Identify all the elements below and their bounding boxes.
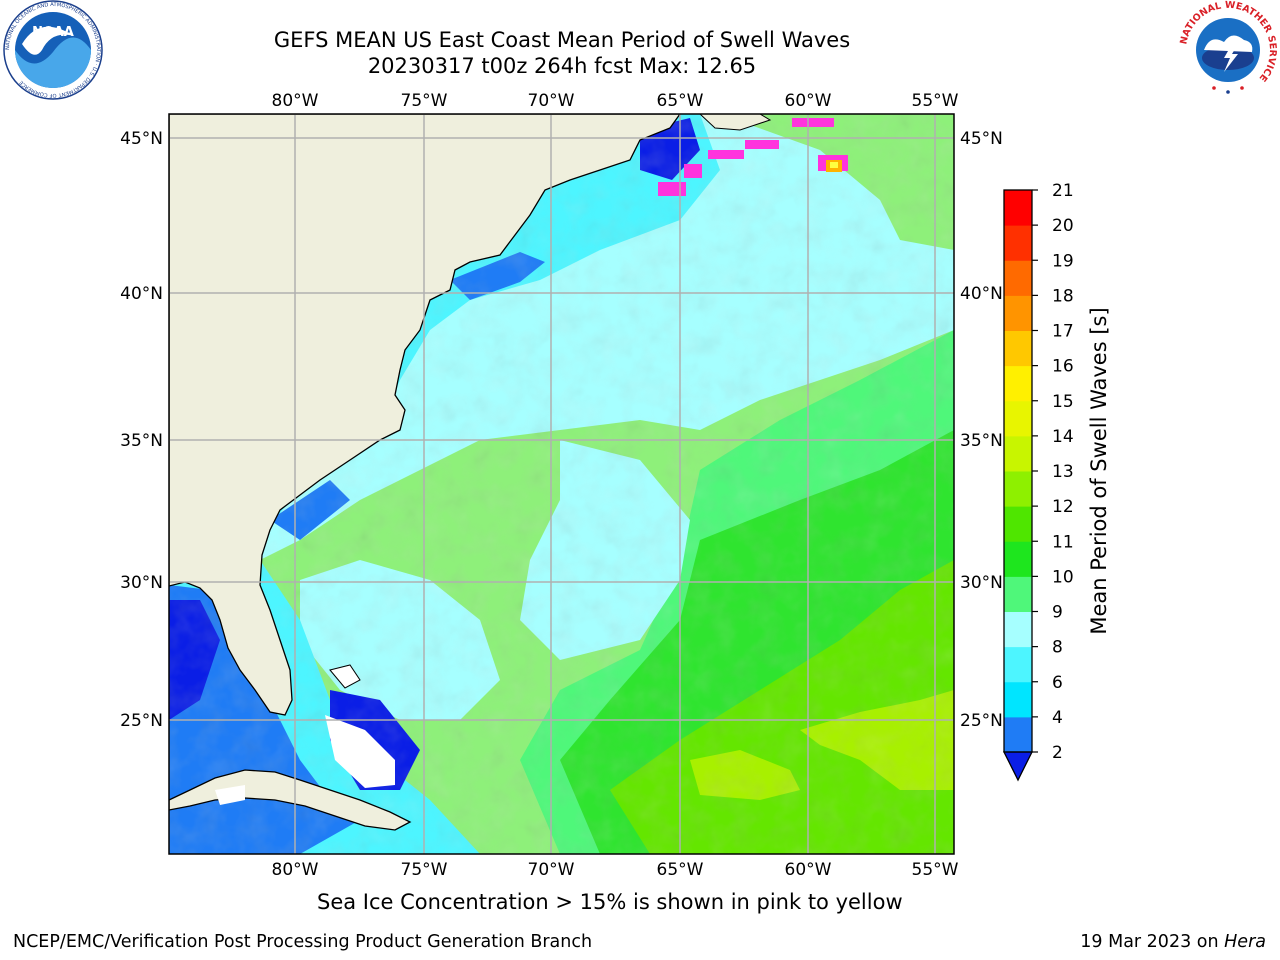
lat-tick-right: 35°N xyxy=(960,431,1003,451)
land-north-america xyxy=(169,114,681,716)
colorbar-tick-label: 20 xyxy=(1052,216,1074,236)
footer-host: Hera xyxy=(1224,932,1266,952)
lat-tick-left: 40°N xyxy=(120,284,163,304)
colorbar-segment xyxy=(1004,365,1032,402)
colorbar-segment xyxy=(1004,190,1032,226)
colorbar-tick-label: 21 xyxy=(1052,181,1074,201)
field-missing-bahamas xyxy=(325,715,395,788)
land-nova-scotia xyxy=(699,114,772,131)
colorbar-tick-label: 18 xyxy=(1052,286,1074,306)
colorbar-tick-label: 15 xyxy=(1052,392,1074,412)
lon-tick-top: 65°W xyxy=(657,91,704,111)
colorbar-tick-label: 10 xyxy=(1052,567,1074,587)
map-frame xyxy=(168,113,955,855)
colorbar-tick-label: 13 xyxy=(1052,462,1074,482)
colorbar-segment xyxy=(1004,646,1032,683)
sea-ice-note: Sea Ice Concentration > 15% is shown in … xyxy=(317,890,903,914)
colorbar-segment xyxy=(1004,681,1032,718)
graticule xyxy=(169,114,954,854)
lat-tick-left: 30°N xyxy=(120,573,163,593)
colorbar-tick-label: 2 xyxy=(1052,743,1063,763)
colorbar-tick-label: 12 xyxy=(1052,497,1074,517)
colorbar-segment xyxy=(1004,541,1032,577)
lat-tick-right: 40°N xyxy=(960,284,1003,304)
lon-tick-bottom: 75°W xyxy=(401,860,448,880)
plot-subtitle: 20230317 t00z 264h fcst Max: 12.65 xyxy=(367,54,757,78)
colorbar-segment xyxy=(1004,506,1032,542)
noaa-logo-text: NOAA xyxy=(32,25,74,40)
lon-tick-bottom: 60°W xyxy=(785,860,832,880)
colorbar-tick-label: 16 xyxy=(1052,357,1074,377)
noaa-logo: NATIONAL OCEANIC AND ATMOSPHERIC ADMINIS… xyxy=(3,0,103,100)
colorbar-segment xyxy=(1004,611,1032,648)
sea-ice xyxy=(658,118,848,196)
lat-tick-left: 45°N xyxy=(120,129,163,149)
colorbar-tick-label: 11 xyxy=(1052,532,1074,552)
lon-tick-bottom: 80°W xyxy=(272,860,319,880)
lon-tick-top: 60°W xyxy=(785,91,832,111)
land-bahamas-1 xyxy=(329,664,361,689)
lon-tick-top: 75°W xyxy=(401,91,448,111)
colorbar-tick-label: 19 xyxy=(1052,251,1074,271)
colorbar-segment xyxy=(1004,435,1032,472)
colorbar-tick-label: 17 xyxy=(1052,322,1074,342)
colorbar-tick-label: 14 xyxy=(1052,427,1074,447)
colorbar-segment xyxy=(1004,295,1032,331)
colorbar-extend-min xyxy=(1002,751,1034,782)
colorbar: 2 4 6 8 9 10 11 12 13 14 15 16 17 18 19 20 21 xyxy=(1002,181,1074,782)
lat-tick-left: 35°N xyxy=(120,431,163,451)
colorbar-segment xyxy=(1004,330,1032,367)
lon-tick-top: 80°W xyxy=(272,91,319,111)
colorbar-label: Mean Period of Swell Waves [s] xyxy=(1087,307,1111,634)
lon-tick-bottom: 55°W xyxy=(912,860,959,880)
lat-tick-left: 25°N xyxy=(120,711,163,731)
lon-tick-top: 55°W xyxy=(912,91,959,111)
footer-left: NCEP/EMC/Verification Post Processing Pr… xyxy=(13,932,593,952)
colorbar-segment xyxy=(1004,576,1032,612)
lat-tick-right: 30°N xyxy=(960,573,1003,593)
colorbar-tick-label: 4 xyxy=(1052,708,1063,728)
colorbar-segment xyxy=(1004,400,1032,437)
colorbar-segment xyxy=(1004,716,1032,753)
map-area xyxy=(169,114,954,854)
colorbar-tick-label: 9 xyxy=(1052,603,1063,623)
colorbar-segment xyxy=(1004,225,1032,261)
nws-logo: NATIONAL WEATHER SERVICE xyxy=(1178,0,1278,99)
lon-tick-bottom: 70°W xyxy=(528,860,575,880)
field-missing-cuba xyxy=(215,785,245,805)
footer-date: 19 Mar 2023 on xyxy=(1080,932,1225,952)
footer-right: 19 Mar 2023 on Hera xyxy=(1080,932,1266,952)
colorbar-tick-label: 8 xyxy=(1052,638,1063,658)
lon-tick-bottom: 65°W xyxy=(657,860,704,880)
plot-title: GEFS MEAN US East Coast Mean Period of S… xyxy=(273,28,851,52)
lon-tick-top: 70°W xyxy=(528,91,575,111)
lat-tick-right: 25°N xyxy=(960,711,1003,731)
colorbar-segment xyxy=(1004,471,1032,507)
lat-tick-right: 45°N xyxy=(960,129,1003,149)
colorbar-tick-label: 6 xyxy=(1052,673,1063,693)
colorbar-segment xyxy=(1004,260,1032,296)
